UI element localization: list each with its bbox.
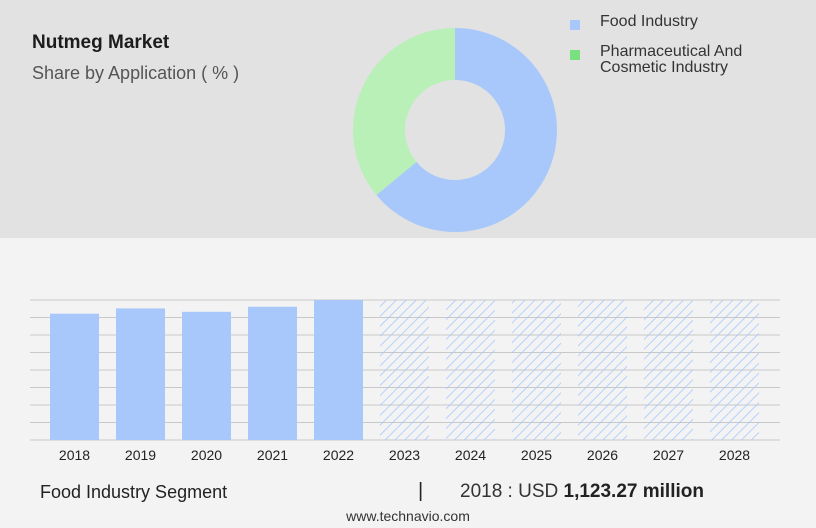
x-tick-label: 2018 [59,447,90,463]
x-tick-label: 2028 [719,447,750,463]
legend: Food Industry Pharmaceutical And Cosmeti… [570,14,800,90]
segment-label: Food Industry Segment [40,482,228,502]
x-tick-label: 2021 [257,447,288,463]
legend-item-food: Food Industry [570,14,800,30]
bar-2028 [710,300,759,440]
legend-label-food: Food Industry [600,14,800,30]
bar-2026 [578,300,627,440]
segment-value-prefix: 2018 : USD [460,481,564,502]
legend-label-pharma: Pharmaceutical And Cosmetic Industry [600,44,800,76]
bar-2023 [380,300,429,440]
legend-swatch-pharma [570,50,580,60]
bar-chart: 2018 2019 2020 2021 2022 2023 2024 2025 2026 2027… [30,299,780,463]
segment-value: 2018 : USD 1,123.27 million [460,481,704,503]
bar-2018 [50,313,99,440]
donut-chart [353,28,557,233]
legend-item-pharma: Pharmaceutical And Cosmetic Industry [570,44,800,76]
segment-value-amount: 1,123.27 million [563,481,704,502]
legend-label-line: Cosmetic Industry [600,59,729,76]
chart-subtitle: Share by Application ( % ) [32,63,240,83]
bar-2020 [182,311,231,440]
x-tick-label: 2025 [521,447,552,463]
bar-2027 [644,300,693,440]
donut-slice-1 [353,28,455,196]
source-url: www.technavio.com [346,508,470,524]
x-tick-label: 2019 [125,447,156,463]
legend-label-line: Food Industry [600,13,698,30]
bar-2019 [116,308,165,440]
x-tick-label: 2023 [389,447,420,463]
x-tick-label: 2024 [455,447,486,463]
bar-2024 [446,300,495,440]
x-tick-label: 2020 [191,447,222,463]
x-tick-label: 2022 [323,447,354,463]
legend-label-line: Pharmaceutical And [600,43,743,60]
footer-separator: | [418,480,424,502]
x-tick-label: 2027 [653,447,684,463]
x-tick-label: 2026 [587,447,618,463]
legend-swatch-food [570,20,580,30]
bar-2021 [248,306,297,440]
bar-2022 [314,300,363,440]
bar-2025 [512,300,561,440]
chart-title: Nutmeg Market [32,32,170,53]
donut-slice-0 [376,28,557,233]
